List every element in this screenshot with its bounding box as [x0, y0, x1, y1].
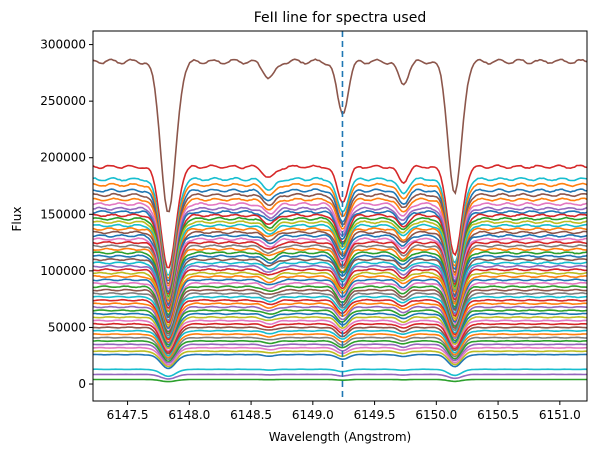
spectrum-line-50: [92, 346, 588, 366]
spectrum-line-38: [92, 305, 588, 344]
y-axis-label: Flux: [10, 207, 24, 232]
spectrum-line-53: [92, 368, 588, 378]
spectrum-line-29: [92, 274, 588, 328]
x-axis: 6147.5 6148.0 6148.5 6149.0 6149.5 6150.0 6150…: [107, 401, 581, 422]
y-tick-label: 100000: [40, 264, 86, 278]
spectrum-line-40: [93, 312, 588, 348]
spectrum-line-46: [92, 332, 587, 359]
x-tick-label: 6148.0: [168, 408, 210, 422]
x-axis-label: Wavelength (Angstrom): [269, 430, 411, 444]
spectrum-line-48: [92, 339, 588, 363]
x-tick-label: 6147.5: [107, 408, 149, 422]
y-tick-label: 150000: [40, 207, 86, 221]
x-tick-label: 6149.0: [292, 408, 334, 422]
spectrum-line-31: [93, 281, 588, 332]
spectrum-line-51: [92, 350, 587, 368]
spectrum-line-43: [92, 322, 588, 353]
x-tick-label: 6150.5: [477, 408, 519, 422]
series-layer: [92, 58, 588, 383]
x-tick-label: 6151.0: [539, 408, 581, 422]
spectrum-line-41: [92, 315, 587, 350]
y-tick-label: 300000: [40, 38, 86, 52]
y-tick-label: 0: [78, 377, 86, 391]
spectrum-line-1: [92, 58, 588, 213]
y-tick-label: 250000: [40, 94, 86, 108]
x-tick-label: 6150.0: [415, 408, 457, 422]
chart-title: FeII line for spectra used: [254, 10, 426, 26]
spectrum-line-2: [92, 164, 588, 269]
spectrum-line-44: [93, 326, 588, 355]
y-axis: 0 50000 100000 150000 200000 250000 300000: [40, 38, 93, 391]
y-tick-label: 50000: [48, 320, 86, 334]
spectrum-line-42: [92, 319, 587, 352]
y-tick-label: 200000: [40, 151, 86, 165]
plot-frame: [92, 30, 588, 402]
spectrum-line-47: [92, 336, 588, 361]
x-tick-label: 6148.5: [230, 408, 272, 422]
spectrum-line-52: [92, 353, 588, 370]
spectrum-line-45: [93, 329, 588, 357]
spectrum-line-54: [93, 373, 588, 380]
spectrum-line-55: [93, 378, 587, 383]
x-tick-label: 6149.5: [354, 408, 396, 422]
spectrum-line-37: [92, 302, 588, 343]
spectrum-line-49: [92, 343, 588, 364]
